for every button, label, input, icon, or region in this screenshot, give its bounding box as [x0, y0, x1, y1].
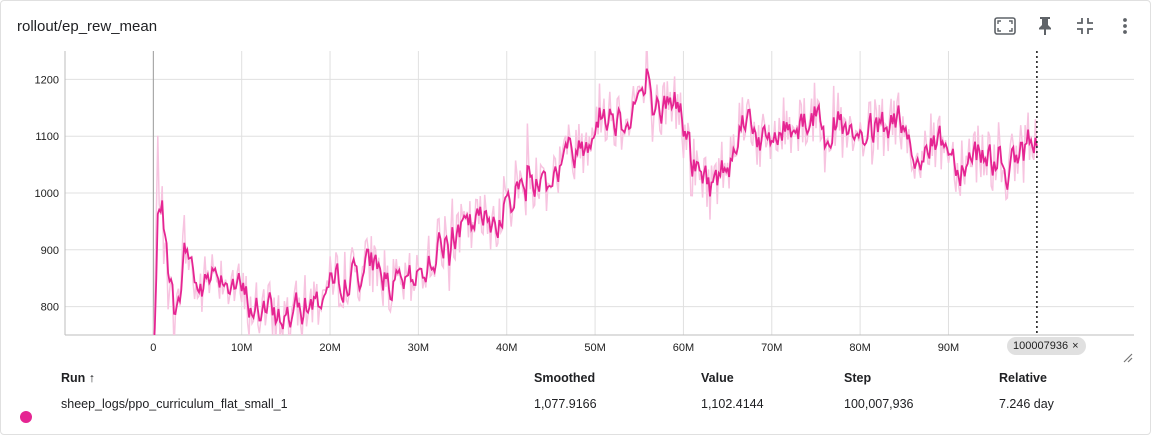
- column-header-step[interactable]: Step: [844, 371, 872, 385]
- close-icon[interactable]: ×: [1072, 340, 1079, 352]
- x-tick-label: 40M: [496, 342, 517, 354]
- fullscreen-button[interactable]: [992, 13, 1018, 39]
- fit-to-data-button[interactable]: [1072, 13, 1098, 39]
- more-options-button[interactable]: [1112, 13, 1138, 39]
- cursor-step-chip[interactable]: 100007936 ×: [1007, 337, 1086, 355]
- y-tick-label: 900: [41, 245, 59, 257]
- cursor-step-label: 100007936: [1013, 340, 1069, 352]
- y-tick-label: 1000: [35, 188, 59, 200]
- x-tick-label: 90M: [938, 342, 959, 354]
- column-header-run[interactable]: Run ↑: [61, 371, 96, 385]
- x-tick-label: 70M: [761, 342, 782, 354]
- x-tick-label: 10M: [231, 342, 252, 354]
- column-header-smoothed[interactable]: Smoothed: [534, 371, 596, 385]
- fit-to-data-icon: [1077, 18, 1093, 34]
- y-tick-label: 1200: [35, 74, 59, 86]
- x-tick-label: 20M: [319, 342, 340, 354]
- smoothed-series-line: [153, 68, 1038, 335]
- pin-icon: [1039, 17, 1051, 35]
- fullscreen-icon: [994, 17, 1016, 35]
- x-tick-label: 80M: [849, 342, 870, 354]
- x-tick-label: 0: [150, 342, 156, 354]
- column-header-value[interactable]: Value: [701, 371, 734, 385]
- row-value: 1,102.4144: [701, 397, 764, 411]
- x-tick-label: 30M: [408, 342, 429, 354]
- y-tick-label: 1100: [35, 131, 59, 143]
- more-vert-icon: [1123, 18, 1127, 34]
- card-toolbar: [992, 13, 1138, 39]
- run-color-dot: [20, 411, 32, 423]
- card-title: rollout/ep_rew_mean: [17, 18, 158, 35]
- resize-handle-icon[interactable]: [1121, 351, 1133, 363]
- column-header-relative[interactable]: Relative: [999, 371, 1047, 385]
- row-smoothed-value: 1,077.9166: [534, 397, 597, 411]
- row-relative: 7.246 day: [999, 397, 1054, 411]
- row-run-name: sheep_logs/ppo_curriculum_flat_small_1: [61, 397, 288, 411]
- row-step: 100,007,936: [844, 397, 914, 411]
- x-tick-label: 60M: [673, 342, 694, 354]
- y-tick-label: 800: [41, 302, 59, 314]
- x-tick-label: 50M: [584, 342, 605, 354]
- pin-button[interactable]: [1032, 13, 1058, 39]
- line-chart[interactable]: 800 900 1000 1100 1200 0 10M 20M 30M 40M 50M 60M 70M…: [1, 41, 1151, 361]
